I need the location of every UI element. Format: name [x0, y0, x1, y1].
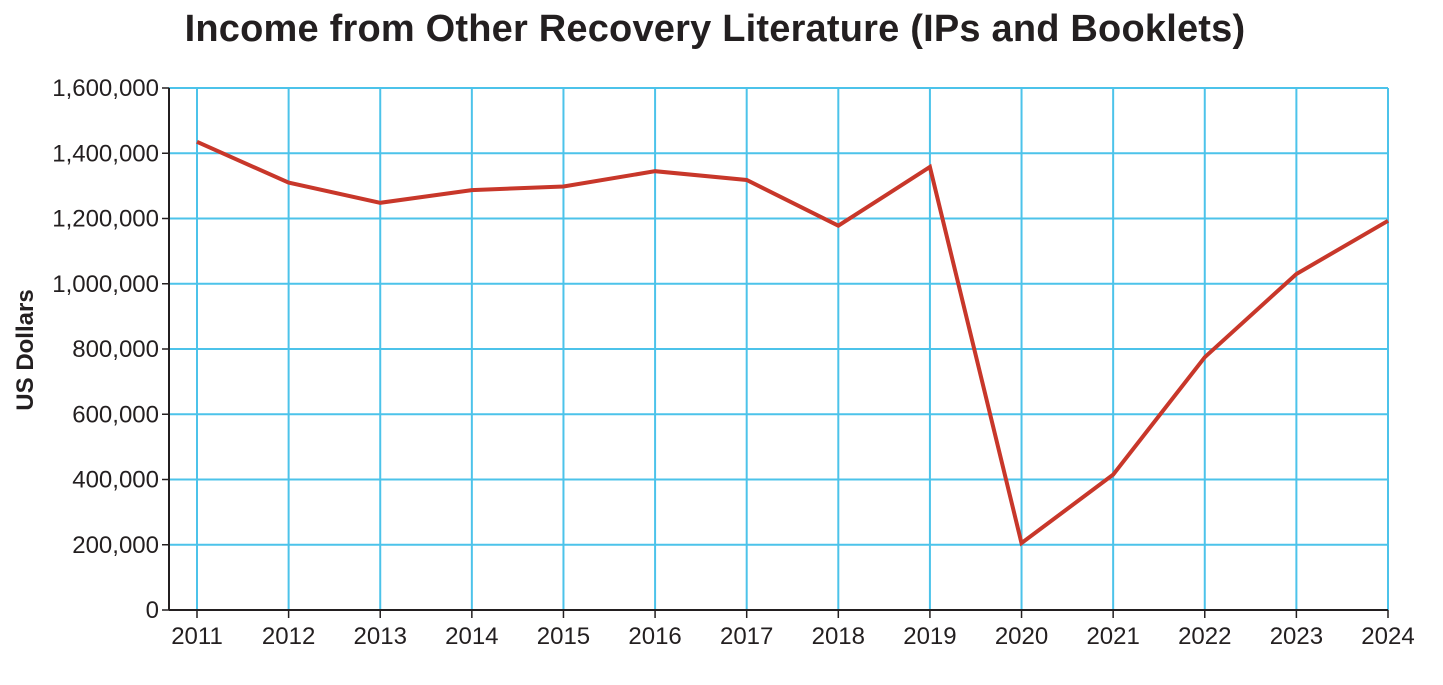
- series-line: [196, 139, 1390, 547]
- x-tick-label: 2018: [812, 623, 865, 650]
- y-tick-label: 1,000,000: [52, 271, 159, 298]
- x-tick-label: 2023: [1270, 623, 1323, 650]
- y-axis-label: US Dollars: [12, 289, 39, 410]
- y-tick-label: 600,000: [72, 401, 159, 428]
- x-tick-label: 2014: [445, 623, 498, 650]
- x-tick-label: 2017: [720, 623, 773, 650]
- x-tick-label: 2022: [1178, 623, 1231, 650]
- x-tick-label: 2019: [903, 623, 956, 650]
- x-tick-label: 2020: [995, 623, 1048, 650]
- y-tick-label: 1,600,000: [52, 75, 159, 102]
- y-tick-label: 1,400,000: [52, 140, 159, 167]
- y-tick-label: 200,000: [72, 532, 159, 559]
- y-tick-label: 800,000: [72, 336, 159, 363]
- series: [196, 139, 1390, 547]
- y-tick-label: 0: [146, 597, 159, 624]
- axes: [162, 87, 1389, 618]
- y-tick-label: 1,200,000: [52, 206, 159, 233]
- x-tick-label: 2013: [354, 623, 407, 650]
- x-tick-label: 2011: [171, 623, 223, 650]
- x-tick-label: 2024: [1361, 623, 1414, 650]
- x-tick-label: 2021: [1086, 623, 1139, 650]
- tick-labels: 0 200,000 400,000 600,000 800,000 1,000,000 1,…: [52, 75, 1414, 650]
- gridlines: [169, 87, 1389, 610]
- y-tick-label: 400,000: [72, 467, 159, 494]
- x-tick-label: 2016: [628, 623, 681, 650]
- x-tick-label: 2015: [537, 623, 590, 650]
- chart-title: Income from Other Recovery Literature (I…: [184, 8, 1246, 50]
- x-tick-label: 2012: [262, 623, 315, 650]
